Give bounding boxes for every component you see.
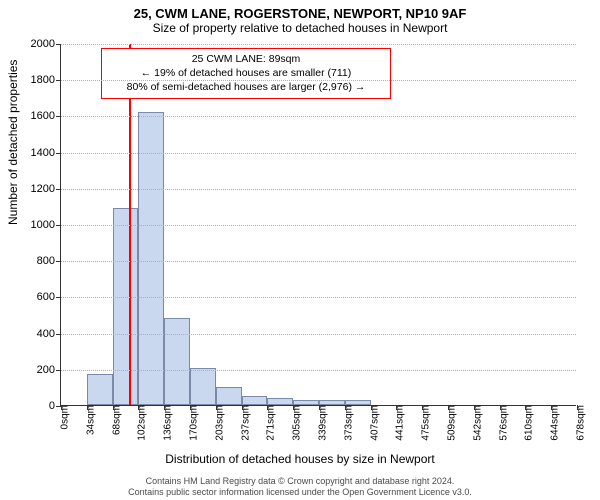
chart-container: 25, CWM LANE, ROGERSTONE, NEWPORT, NP10 … [0,0,600,500]
xtick-label: 542sqm [470,405,483,441]
xtick-label: 237sqm [238,405,251,441]
gridline [61,225,576,226]
gridline [61,116,576,117]
bar [190,368,216,405]
annotation-line1: 25 CWM LANE: 89sqm [110,52,382,66]
gridline [61,80,576,81]
xtick-label: 407sqm [367,405,380,441]
xtick-label: 678sqm [574,405,587,441]
bar [87,374,113,405]
xtick-label: 441sqm [393,405,406,441]
gridline [61,44,576,45]
y-axis-title: Number of detached properties [6,60,20,225]
annotation-box: 25 CWM LANE: 89sqm ← 19% of detached hou… [101,48,391,99]
ytick-label: 1800 [31,74,61,86]
xtick-label: 68sqm [109,405,122,435]
gridline [61,153,576,154]
ytick-label: 400 [37,328,61,340]
ytick-label: 1000 [31,219,61,231]
xtick-label: 305sqm [290,405,303,441]
ytick-label: 200 [37,364,61,376]
ytick-label: 600 [37,291,61,303]
license-line1: Contains HM Land Registry data © Crown c… [0,476,600,487]
xtick-label: 339sqm [316,405,329,441]
title-sub: Size of property relative to detached ho… [0,21,600,39]
license-line2: Contains public sector information licen… [0,487,600,498]
gridline [61,189,576,190]
xtick-label: 102sqm [135,405,148,441]
license-text: Contains HM Land Registry data © Crown c… [0,476,600,499]
xtick-label: 136sqm [161,405,174,441]
bar [216,387,242,405]
gridline [61,261,576,262]
xtick-label: 610sqm [522,405,535,441]
xtick-label: 271sqm [264,405,277,441]
plot-area: 25 CWM LANE: 89sqm ← 19% of detached hou… [60,44,576,406]
xtick-label: 576sqm [496,405,509,441]
ytick-label: 800 [37,255,61,267]
xtick-label: 203sqm [212,405,225,441]
gridline [61,297,576,298]
xtick-label: 475sqm [419,405,432,441]
bar [267,398,293,405]
annotation-line2: ← 19% of detached houses are smaller (71… [110,66,382,80]
xtick-label: 373sqm [341,405,354,441]
annotation-line3: 80% of semi-detached houses are larger (… [110,80,382,94]
gridline [61,334,576,335]
xtick-label: 170sqm [187,405,200,441]
ytick-label: 1600 [31,110,61,122]
ytick-label: 2000 [31,38,61,50]
bar [164,318,190,405]
xtick-label: 0sqm [58,405,71,429]
bar [242,396,268,405]
xtick-label: 644sqm [548,405,561,441]
bar [138,112,164,405]
xtick-label: 509sqm [445,405,458,441]
title-main: 25, CWM LANE, ROGERSTONE, NEWPORT, NP10 … [0,0,600,21]
bar [113,208,139,405]
x-axis-title: Distribution of detached houses by size … [0,452,600,466]
ytick-label: 1400 [31,147,61,159]
ytick-label: 1200 [31,183,61,195]
gridline [61,370,576,371]
xtick-label: 34sqm [83,405,96,435]
